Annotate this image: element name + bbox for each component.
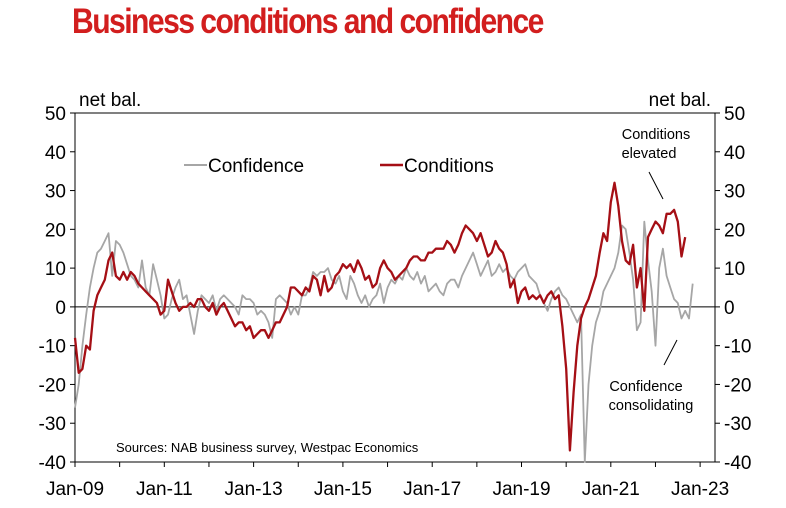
annotation-text: Confidence: [609, 379, 682, 395]
x-tick-label: Jan-13: [225, 479, 283, 500]
y-tick-label-left: -20: [39, 375, 66, 396]
x-tick-label: Jan-09: [46, 479, 104, 500]
y-tick-label-right: -40: [724, 453, 751, 474]
y-tick-label-left: 40: [45, 143, 66, 164]
plot-border: [74, 112, 716, 463]
annotation-text: elevated: [622, 146, 677, 162]
y-tick-label-right: -10: [724, 337, 751, 358]
y-tick-label-left: 0: [55, 298, 66, 319]
y-tick-label-left: 10: [45, 259, 66, 280]
legend-label: Confidence: [208, 156, 304, 177]
y-tick-label-left: -40: [39, 453, 66, 474]
y-tick-label-right: 40: [724, 143, 745, 164]
chart-title: Business conditions and confidence: [72, 2, 544, 41]
annotation-pointer: [663, 339, 678, 366]
y-tick-label-right: 20: [724, 220, 745, 241]
y-tick-label-left: 20: [45, 220, 66, 241]
x-tick-label: Jan-19: [492, 479, 550, 500]
x-tick-label: Jan-11: [136, 479, 193, 500]
x-tick-label: Jan-23: [671, 479, 729, 500]
x-tick-label: Jan-21: [582, 479, 640, 500]
annotation-text: consolidating: [609, 398, 694, 414]
series-line-confidence: [74, 220, 694, 463]
y-tick-label-right: 50: [724, 104, 745, 125]
series-line-conditions: [73, 181, 687, 452]
y-unit-right: net bal.: [649, 90, 711, 111]
annotation-text: Conditions: [622, 127, 691, 143]
x-tick-label: Jan-17: [403, 479, 461, 500]
y-tick-label-left: 50: [45, 104, 66, 125]
legend-label: Conditions: [404, 156, 494, 177]
y-tick-label-right: 0: [724, 298, 735, 319]
y-tick-label-right: -20: [724, 375, 751, 396]
y-unit-left: net bal.: [79, 90, 141, 111]
y-tick-label-right: 10: [724, 259, 745, 280]
source-note: Sources: NAB business survey, Westpac Ec…: [116, 440, 419, 455]
text-layer: 50 50 40 40 30 30 20 20 10 10 0 0 -10 -10 -20 -20 -30 -30…: [39, 90, 752, 500]
series-layer: [73, 181, 694, 463]
y-tick-label-left: -30: [39, 414, 66, 435]
annotation-pointer: [648, 171, 664, 200]
y-tick-label-left: -10: [39, 337, 66, 358]
y-tick-label-right: 30: [724, 182, 745, 203]
y-tick-label-left: 30: [45, 182, 66, 203]
x-tick-label: Jan-15: [314, 479, 372, 500]
y-tick-label-right: -30: [724, 414, 751, 435]
